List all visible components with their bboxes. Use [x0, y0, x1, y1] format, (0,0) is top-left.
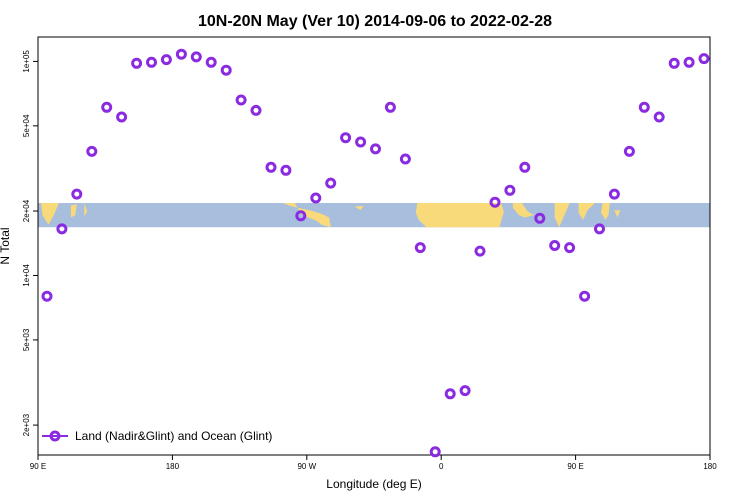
data-point [668, 57, 680, 69]
legend-label: Land (Nadir&Glint) and Ocean (Glint) [75, 429, 272, 443]
data-point [41, 290, 53, 302]
legend: Land (Nadir&Glint) and Ocean (Glint) [42, 429, 272, 443]
data-point [340, 132, 352, 144]
data-point [131, 57, 143, 69]
land-mass-7 [512, 203, 534, 218]
land-mass-9 [578, 203, 595, 220]
data-point [594, 223, 605, 235]
data-point [265, 161, 277, 173]
y-tick-label-5: 1e+05 [22, 50, 31, 73]
data-point [355, 136, 367, 148]
land-mass-11 [614, 210, 621, 218]
data-point [250, 104, 262, 116]
y-tick-label-1: 5e+03 [22, 328, 31, 351]
plot-frame [37, 36, 711, 456]
land-mass-10 [601, 203, 610, 220]
data-point [459, 385, 471, 397]
data-point [175, 48, 187, 60]
data-point [549, 240, 561, 251]
land-mass-6 [415, 203, 504, 228]
y-tick-label-3: 2e+04 [22, 199, 31, 222]
data-point [414, 242, 426, 254]
data-point [384, 101, 396, 113]
data-point [504, 184, 516, 196]
data-point [608, 188, 620, 200]
x-axis-label: Longitude (deg E) [326, 477, 421, 491]
y-tick-label-2: 1e+04 [22, 264, 31, 287]
data-point [116, 111, 128, 123]
data-point [190, 51, 202, 63]
data-point [698, 53, 710, 65]
land-mass-4 [282, 203, 331, 228]
chart-title: 10N-20N May (Ver 10) 2014-09-06 to 2022-… [198, 13, 552, 30]
ocean-band [38, 203, 710, 228]
x-tick-label-1: 180 [166, 462, 180, 471]
data-point [220, 64, 232, 76]
data-point [579, 290, 591, 302]
land-mass-1 [41, 203, 59, 225]
data-point [370, 143, 381, 155]
x-tick-label-3: 0 [439, 462, 444, 471]
data-point [160, 54, 172, 66]
y-axis-label: N Total [0, 227, 12, 264]
x-tick-label-4: 90 E [567, 462, 583, 471]
data-point [295, 210, 307, 222]
data-point [519, 161, 531, 173]
data-point [564, 242, 576, 254]
data-point [146, 56, 157, 68]
land-mass-3 [84, 203, 88, 217]
data-points [41, 48, 710, 458]
x-axis: 90 E 180 90 W 0 90 E 180 [30, 455, 717, 471]
data-point [235, 94, 247, 106]
data-point [101, 101, 113, 113]
data-point [623, 145, 635, 157]
x-tick-label-2: 90 W [297, 462, 316, 471]
data-point [638, 101, 650, 113]
data-point [489, 196, 501, 208]
data-point [310, 192, 322, 204]
y-tick-label-0: 2e+03 [22, 413, 31, 436]
data-point [683, 56, 695, 68]
data-point [325, 177, 337, 189]
land-mass-5 [354, 205, 364, 211]
data-point [280, 164, 292, 176]
data-point [71, 188, 83, 200]
land-mass-8 [554, 203, 570, 228]
data-point [444, 388, 456, 400]
data-point [205, 56, 217, 68]
x-tick-label-0: 90 E [30, 462, 46, 471]
data-point [399, 153, 411, 165]
data-point [653, 111, 665, 123]
y-tick-label-4: 5e+04 [22, 114, 31, 137]
y-axis: 2e+03 5e+03 1e+04 2e+04 5e+04 1e+05 [22, 50, 38, 436]
data-point [474, 245, 486, 257]
x-tick-label-5: 180 [703, 462, 717, 471]
data-point [86, 145, 98, 157]
data-point [429, 446, 441, 458]
data-point [56, 223, 68, 235]
land-mass-2 [70, 204, 77, 218]
data-point [534, 212, 546, 224]
legend-marker [49, 430, 61, 442]
world-map-band [38, 203, 710, 228]
